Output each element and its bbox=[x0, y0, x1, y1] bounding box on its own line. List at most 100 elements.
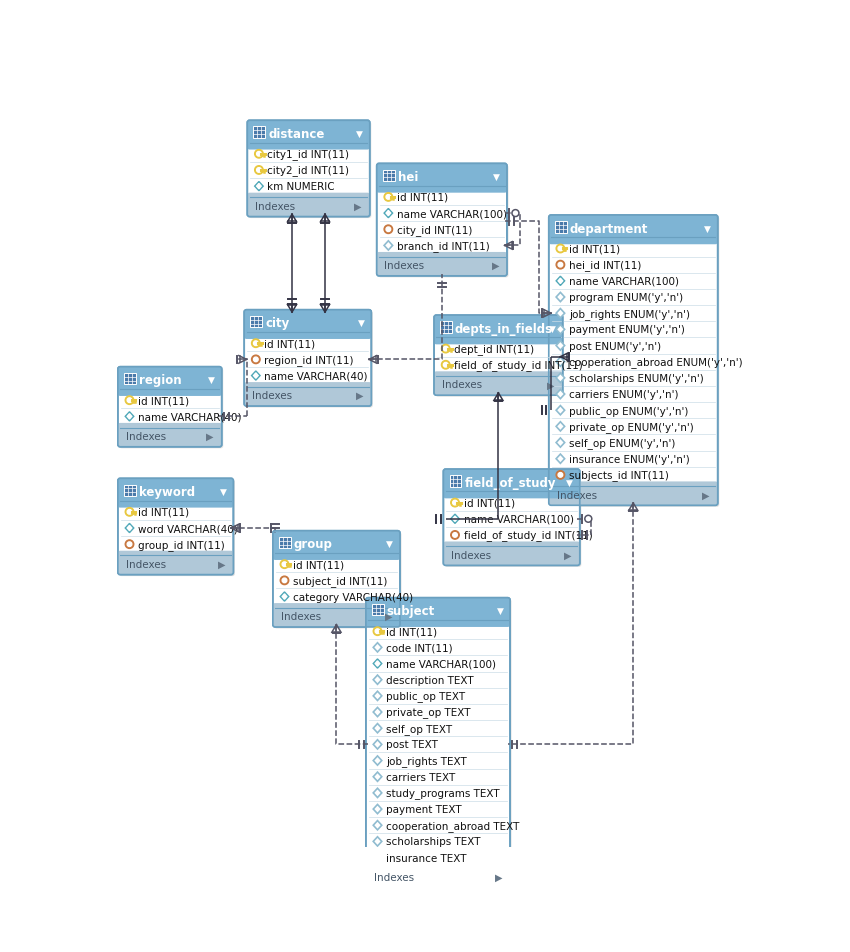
Text: private_op TEXT: private_op TEXT bbox=[386, 706, 471, 718]
Text: hei_id INT(11): hei_id INT(11) bbox=[569, 260, 641, 270]
Text: Indexes: Indexes bbox=[384, 261, 425, 270]
Bar bbox=[445, 490, 577, 497]
Bar bbox=[436, 375, 560, 396]
Polygon shape bbox=[252, 371, 260, 381]
Text: name VARCHAR(100): name VARCHAR(100) bbox=[397, 208, 507, 219]
Circle shape bbox=[384, 226, 393, 234]
Text: Indexes: Indexes bbox=[374, 872, 414, 883]
Bar bbox=[124, 485, 136, 497]
Text: id INT(11): id INT(11) bbox=[264, 339, 315, 348]
Text: Indexes: Indexes bbox=[442, 380, 482, 390]
FancyBboxPatch shape bbox=[549, 482, 717, 506]
Bar bbox=[275, 606, 398, 627]
Polygon shape bbox=[386, 211, 391, 216]
Text: group_id INT(11): group_id INT(11) bbox=[138, 539, 224, 550]
Bar bbox=[120, 500, 231, 506]
Circle shape bbox=[282, 563, 286, 566]
Circle shape bbox=[441, 361, 450, 369]
FancyBboxPatch shape bbox=[377, 252, 507, 276]
Bar bbox=[120, 388, 219, 394]
Polygon shape bbox=[373, 772, 382, 782]
Bar bbox=[279, 537, 291, 549]
Text: word VARCHAR(40): word VARCHAR(40) bbox=[138, 524, 238, 533]
FancyBboxPatch shape bbox=[435, 317, 564, 397]
Circle shape bbox=[384, 193, 393, 202]
Polygon shape bbox=[556, 277, 564, 287]
Text: region: region bbox=[139, 374, 181, 387]
Text: carriers TEXT: carriers TEXT bbox=[386, 772, 456, 782]
Text: ▶: ▶ bbox=[218, 559, 225, 569]
Circle shape bbox=[255, 167, 264, 175]
Circle shape bbox=[558, 473, 563, 478]
Bar bbox=[368, 619, 507, 625]
Bar bbox=[372, 605, 383, 616]
Text: ▼: ▼ bbox=[220, 487, 227, 496]
Text: scholarships ENUM('y','n'): scholarships ENUM('y','n') bbox=[569, 373, 704, 384]
Circle shape bbox=[280, 577, 289, 585]
Polygon shape bbox=[373, 853, 382, 863]
Polygon shape bbox=[556, 423, 564, 431]
Circle shape bbox=[450, 531, 459, 540]
Bar bbox=[382, 170, 394, 182]
FancyBboxPatch shape bbox=[434, 316, 563, 345]
Text: city2_id INT(11): city2_id INT(11) bbox=[268, 166, 349, 176]
Text: self_op TEXT: self_op TEXT bbox=[386, 723, 452, 734]
Circle shape bbox=[252, 340, 260, 348]
Polygon shape bbox=[556, 293, 564, 303]
FancyBboxPatch shape bbox=[434, 316, 563, 396]
Text: ▼: ▼ bbox=[387, 540, 394, 548]
Circle shape bbox=[556, 471, 564, 480]
Text: ▶: ▶ bbox=[207, 431, 214, 442]
Polygon shape bbox=[373, 740, 382, 749]
FancyBboxPatch shape bbox=[367, 600, 512, 889]
Polygon shape bbox=[453, 517, 457, 522]
FancyBboxPatch shape bbox=[366, 598, 510, 888]
FancyBboxPatch shape bbox=[118, 551, 234, 575]
Text: city1_id INT(11): city1_id INT(11) bbox=[268, 149, 349, 160]
Bar bbox=[275, 552, 398, 558]
FancyBboxPatch shape bbox=[119, 481, 235, 577]
FancyBboxPatch shape bbox=[444, 469, 580, 565]
Text: ▶: ▶ bbox=[356, 390, 364, 401]
Circle shape bbox=[280, 561, 289, 569]
Text: cooperation_abroad ENUM('y','n'): cooperation_abroad ENUM('y','n') bbox=[569, 357, 743, 367]
FancyBboxPatch shape bbox=[244, 310, 371, 407]
Text: ▼: ▼ bbox=[496, 606, 503, 616]
FancyBboxPatch shape bbox=[247, 121, 370, 217]
Polygon shape bbox=[373, 724, 382, 733]
Polygon shape bbox=[556, 374, 564, 383]
Bar bbox=[450, 476, 462, 487]
Text: id INT(11): id INT(11) bbox=[386, 626, 437, 637]
Text: payment ENUM('y','n'): payment ENUM('y','n') bbox=[569, 325, 685, 335]
FancyBboxPatch shape bbox=[247, 121, 370, 150]
FancyBboxPatch shape bbox=[377, 165, 507, 193]
Circle shape bbox=[386, 195, 391, 200]
Text: ▼: ▼ bbox=[356, 129, 363, 139]
Circle shape bbox=[375, 629, 380, 634]
Text: branch_id INT(11): branch_id INT(11) bbox=[397, 241, 490, 251]
FancyBboxPatch shape bbox=[549, 216, 717, 506]
Text: ▶: ▶ bbox=[384, 611, 392, 622]
FancyBboxPatch shape bbox=[118, 424, 222, 447]
Text: description TEXT: description TEXT bbox=[386, 675, 473, 685]
Text: post TEXT: post TEXT bbox=[386, 740, 438, 749]
Circle shape bbox=[453, 533, 457, 538]
Text: public_op TEXT: public_op TEXT bbox=[386, 691, 465, 702]
Text: ▶: ▶ bbox=[564, 550, 572, 560]
Text: km NUMERIC: km NUMERIC bbox=[268, 182, 335, 192]
Text: post ENUM('y','n'): post ENUM('y','n') bbox=[569, 341, 661, 351]
Circle shape bbox=[556, 245, 564, 253]
Text: id INT(11): id INT(11) bbox=[463, 498, 514, 508]
Text: Indexes: Indexes bbox=[126, 559, 166, 569]
Circle shape bbox=[512, 210, 519, 217]
Text: Indexes: Indexes bbox=[557, 490, 597, 500]
Text: name VARCHAR(40): name VARCHAR(40) bbox=[138, 412, 241, 422]
FancyBboxPatch shape bbox=[549, 216, 717, 245]
Text: group: group bbox=[294, 538, 332, 550]
Circle shape bbox=[128, 543, 132, 546]
Text: scholarships TEXT: scholarships TEXT bbox=[386, 837, 480, 846]
Polygon shape bbox=[556, 390, 564, 399]
Polygon shape bbox=[373, 643, 382, 652]
FancyBboxPatch shape bbox=[434, 372, 563, 396]
Circle shape bbox=[128, 399, 132, 403]
